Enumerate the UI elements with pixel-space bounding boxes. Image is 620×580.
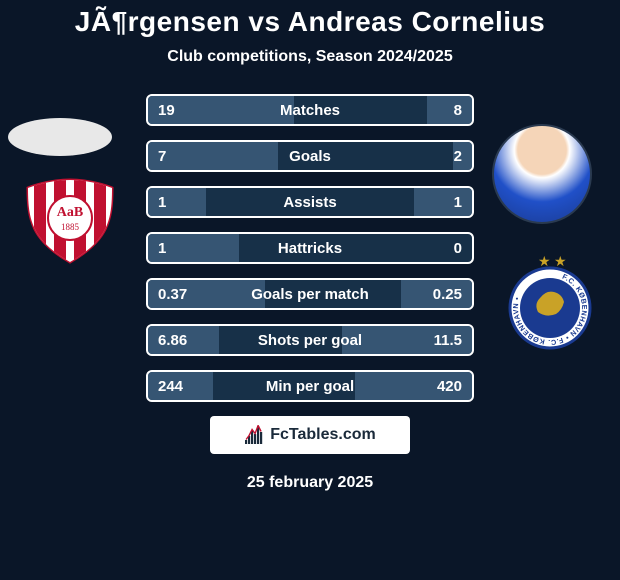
stat-row: 1 Hattricks 0 <box>146 232 474 264</box>
fck-crest-icon: ★ ★ F.C. KØBENHAVN • F.C. KØBENHAVN • <box>500 252 600 352</box>
stat-row: 6.86 Shots per goal 11.5 <box>146 324 474 356</box>
page-title: JÃ¶rgensen vs Andreas Cornelius <box>0 6 620 38</box>
stat-label: Matches <box>280 102 340 119</box>
stat-label: Assists <box>283 194 336 211</box>
stat-value-left: 0.37 <box>158 286 187 303</box>
stat-value-right: 0.25 <box>433 286 462 303</box>
stat-value-left: 7 <box>158 148 166 165</box>
stat-value-right: 0 <box>454 240 462 257</box>
stat-label: Shots per goal <box>258 332 362 349</box>
page-subtitle: Club competitions, Season 2024/2025 <box>0 48 620 66</box>
stat-value-left: 1 <box>158 194 166 211</box>
stat-value-right: 2 <box>454 148 462 165</box>
stat-row: 7 Goals 2 <box>146 140 474 172</box>
svg-text:★: ★ <box>554 253 567 269</box>
stat-value-left: 19 <box>158 102 175 119</box>
stat-value-right: 8 <box>454 102 462 119</box>
stat-fill-right <box>427 96 472 124</box>
stat-label: Hattricks <box>278 240 342 257</box>
club-right-crest: ★ ★ F.C. KØBENHAVN • F.C. KØBENHAVN • <box>500 252 600 352</box>
stat-fill-left <box>148 188 206 216</box>
stat-fill-left <box>148 142 278 170</box>
stat-label: Goals per match <box>251 286 369 303</box>
stat-value-left: 6.86 <box>158 332 187 349</box>
player-left-avatar <box>8 118 112 156</box>
comparison-card: JÃ¶rgensen vs Andreas Cornelius Club com… <box>0 0 620 580</box>
stat-row: 244 Min per goal 420 <box>146 370 474 402</box>
stat-row: 0.37 Goals per match 0.25 <box>146 278 474 310</box>
brand-badge: FcTables.com <box>210 416 410 454</box>
brand-text: FcTables.com <box>270 426 376 444</box>
brand-chart-icon <box>244 425 264 445</box>
stat-value-right: 1 <box>454 194 462 211</box>
stat-row: 1 Assists 1 <box>146 186 474 218</box>
stat-label: Goals <box>289 148 331 165</box>
club-left-crest: AaB 1885 <box>20 178 120 264</box>
stat-value-left: 1 <box>158 240 166 257</box>
svg-text:1885: 1885 <box>61 222 80 232</box>
svg-text:AaB: AaB <box>57 205 83 220</box>
stats-rows: 19 Matches 8 7 Goals 2 1 Assists 1 1 Hattricks 0 0.3… <box>146 94 474 402</box>
footer-date: 25 february 2025 <box>0 474 620 492</box>
stat-fill-right <box>414 188 472 216</box>
stat-row: 19 Matches 8 <box>146 94 474 126</box>
player-right-avatar <box>492 124 592 224</box>
aab-crest-icon: AaB 1885 <box>20 178 120 264</box>
stat-value-left: 244 <box>158 378 183 395</box>
stat-value-right: 11.5 <box>434 332 462 349</box>
stat-label: Min per goal <box>266 378 354 395</box>
stat-value-right: 420 <box>437 378 462 395</box>
